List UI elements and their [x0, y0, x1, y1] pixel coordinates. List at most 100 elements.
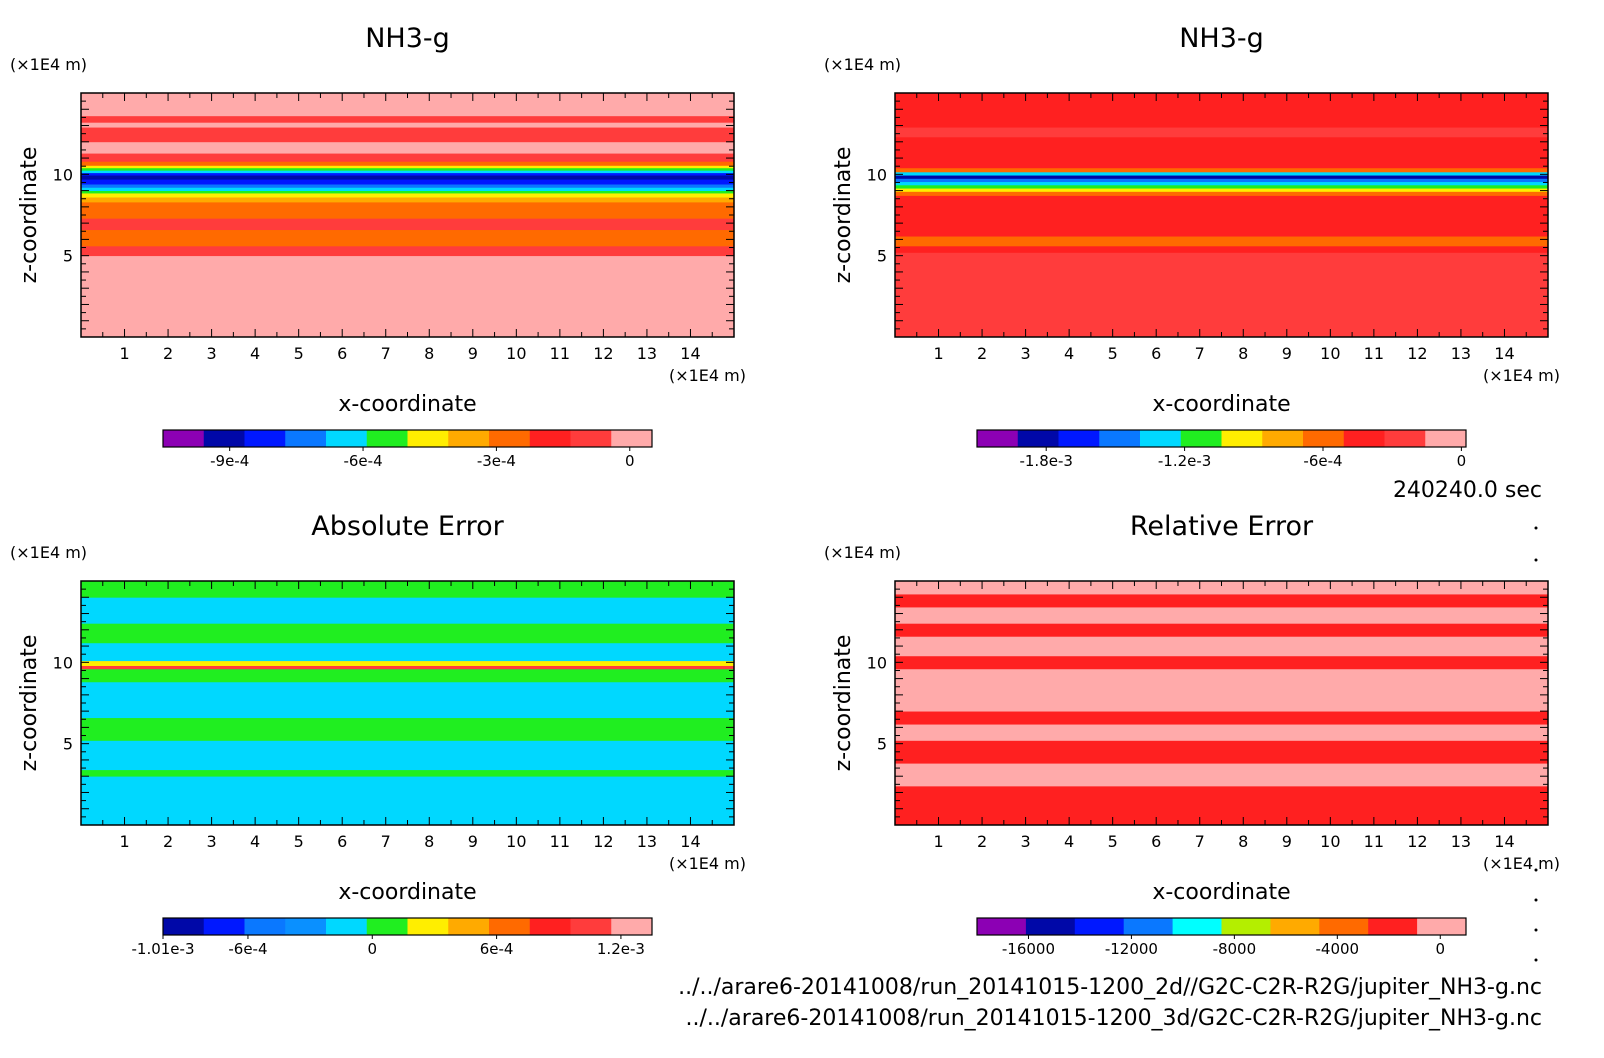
x-tick-label: 5 — [1108, 344, 1118, 363]
colorbar-segment — [1123, 918, 1174, 935]
x-tick-label: 1 — [933, 832, 943, 851]
field-band — [895, 195, 1548, 237]
x-tick-label: 7 — [381, 344, 391, 363]
field-band — [81, 597, 734, 614]
field-band — [895, 594, 1548, 608]
x-tick-label: 13 — [1451, 344, 1471, 363]
y-ticks: 5 10 — [53, 92, 734, 338]
colorbar-tick-label: -16000 — [1002, 940, 1055, 958]
colorbar-segment — [244, 430, 286, 447]
colorbar-tick-label: -9e-4 — [210, 452, 249, 470]
x-axis-label: x-coordinate — [338, 880, 476, 905]
field-band — [81, 115, 734, 123]
colorbar-segment — [326, 430, 368, 447]
x-tick-label: 1 — [119, 344, 129, 363]
field-band — [81, 141, 734, 154]
colorbar-frame — [976, 917, 1467, 936]
y-axis-label: z-coordinate — [831, 635, 856, 772]
field-band — [81, 193, 734, 198]
colorbar-segment — [1368, 918, 1418, 935]
colorbar-tick-label: -1.8e-3 — [1019, 452, 1072, 470]
x-tick-label: 9 — [468, 832, 478, 851]
panel-title: Relative Error — [1130, 511, 1314, 542]
field-band — [81, 717, 734, 741]
colorbar-frame — [162, 429, 653, 448]
field-band — [81, 165, 734, 169]
panel-title: NH3-g — [365, 23, 450, 54]
field-band — [895, 171, 1548, 176]
x-tick-label: 4 — [250, 832, 260, 851]
x-tick-label: 1 — [119, 832, 129, 851]
y-axis-label: z-coordinate — [17, 147, 42, 284]
x-tick-label: 5 — [294, 832, 304, 851]
field-band — [81, 769, 734, 777]
colorbar-tick-label: 1.2e-3 — [597, 940, 645, 958]
colorbar: -1.8e-3 -1.2e-3 -6e-4 0 — [976, 429, 1467, 470]
colorbar-segment — [1180, 430, 1222, 447]
x-tick-label: 13 — [1451, 832, 1471, 851]
colorbar-segment — [448, 918, 490, 935]
field-band — [81, 122, 734, 128]
field-band — [895, 175, 1548, 179]
x-tick-label: 3 — [1021, 832, 1031, 851]
x-ticks: 1 2 3 4 5 6 7 8 9 10 11 12 13 14 — [894, 93, 1549, 363]
field-band — [895, 127, 1548, 138]
x-tick-label: 4 — [1064, 832, 1074, 851]
colorbar-segment — [570, 430, 612, 447]
field-band — [81, 190, 734, 194]
x-tick-label: 1 — [933, 344, 943, 363]
field-band — [81, 218, 734, 231]
panel-title: NH3-g — [1179, 23, 1264, 54]
field-band — [895, 763, 1548, 787]
colorbar-segment — [1319, 918, 1369, 935]
colorbar-segment — [1270, 918, 1320, 935]
field-band — [81, 179, 734, 185]
y-tick-label: 5 — [877, 247, 887, 266]
colorbar-segment — [163, 430, 205, 447]
x-tick-label: 5 — [1108, 832, 1118, 851]
x-ticks: 1 2 3 4 5 6 7 8 9 10 11 12 13 14 — [80, 93, 735, 363]
colorbar-segment — [1384, 430, 1426, 447]
colorbar-tick-label: 6e-4 — [480, 940, 514, 958]
y-ticks: 5 10 — [867, 580, 1548, 826]
y-unit-label: (×1E4 m) — [10, 543, 87, 562]
colorbar-segment — [1017, 430, 1059, 447]
colorbar-tick-label: -8000 — [1213, 940, 1257, 958]
field-band — [895, 188, 1548, 192]
x-tick-label: 9 — [468, 344, 478, 363]
colorbar-tick-label: -12000 — [1105, 940, 1158, 958]
field-band — [81, 665, 734, 670]
field-band — [895, 93, 1548, 128]
colorbar-segment — [203, 918, 245, 935]
x-tick-label: 2 — [163, 832, 173, 851]
colorbar-tick-label: -3e-4 — [477, 452, 516, 470]
colorbar-segment — [570, 918, 612, 935]
colorbar-frame — [162, 917, 653, 936]
colorbar: -16000 -12000 -8000 -4000 0 — [976, 917, 1467, 958]
y-tick-label: 5 — [63, 735, 73, 754]
panel-4: Relative Error(×1E4 m)1 2 3 4 5 6 7 8 9 10 11 12 13 1… — [824, 511, 1560, 958]
x-tick-label: 11 — [1364, 832, 1384, 851]
field-band — [895, 724, 1548, 741]
x-tick-label: 13 — [637, 832, 657, 851]
x-tick-label: 10 — [506, 344, 526, 363]
x-ticks: 1 2 3 4 5 6 7 8 9 10 11 12 13 14 — [894, 581, 1549, 851]
x-tick-label: 8 — [1238, 832, 1248, 851]
colorbar-tick-label: -6e-4 — [1303, 452, 1342, 470]
field-band — [895, 636, 1548, 657]
field-band — [81, 255, 734, 338]
colorbar-tick-label: -6e-4 — [343, 452, 382, 470]
field-band — [81, 167, 734, 171]
y-ticks: 5 10 — [53, 580, 734, 826]
colorbar-segment — [1221, 918, 1271, 935]
x-tick-label: 14 — [1494, 832, 1514, 851]
colorbar-tick-label: 0 — [1457, 452, 1467, 470]
field-band — [895, 252, 1548, 338]
field-band — [81, 245, 734, 257]
field-band — [895, 184, 1548, 189]
field-band — [895, 136, 1548, 169]
field-band — [81, 187, 734, 191]
x-tick-label: 8 — [424, 832, 434, 851]
field-band — [81, 681, 734, 719]
colorbar-tick-label: -1.2e-3 — [1158, 452, 1211, 470]
